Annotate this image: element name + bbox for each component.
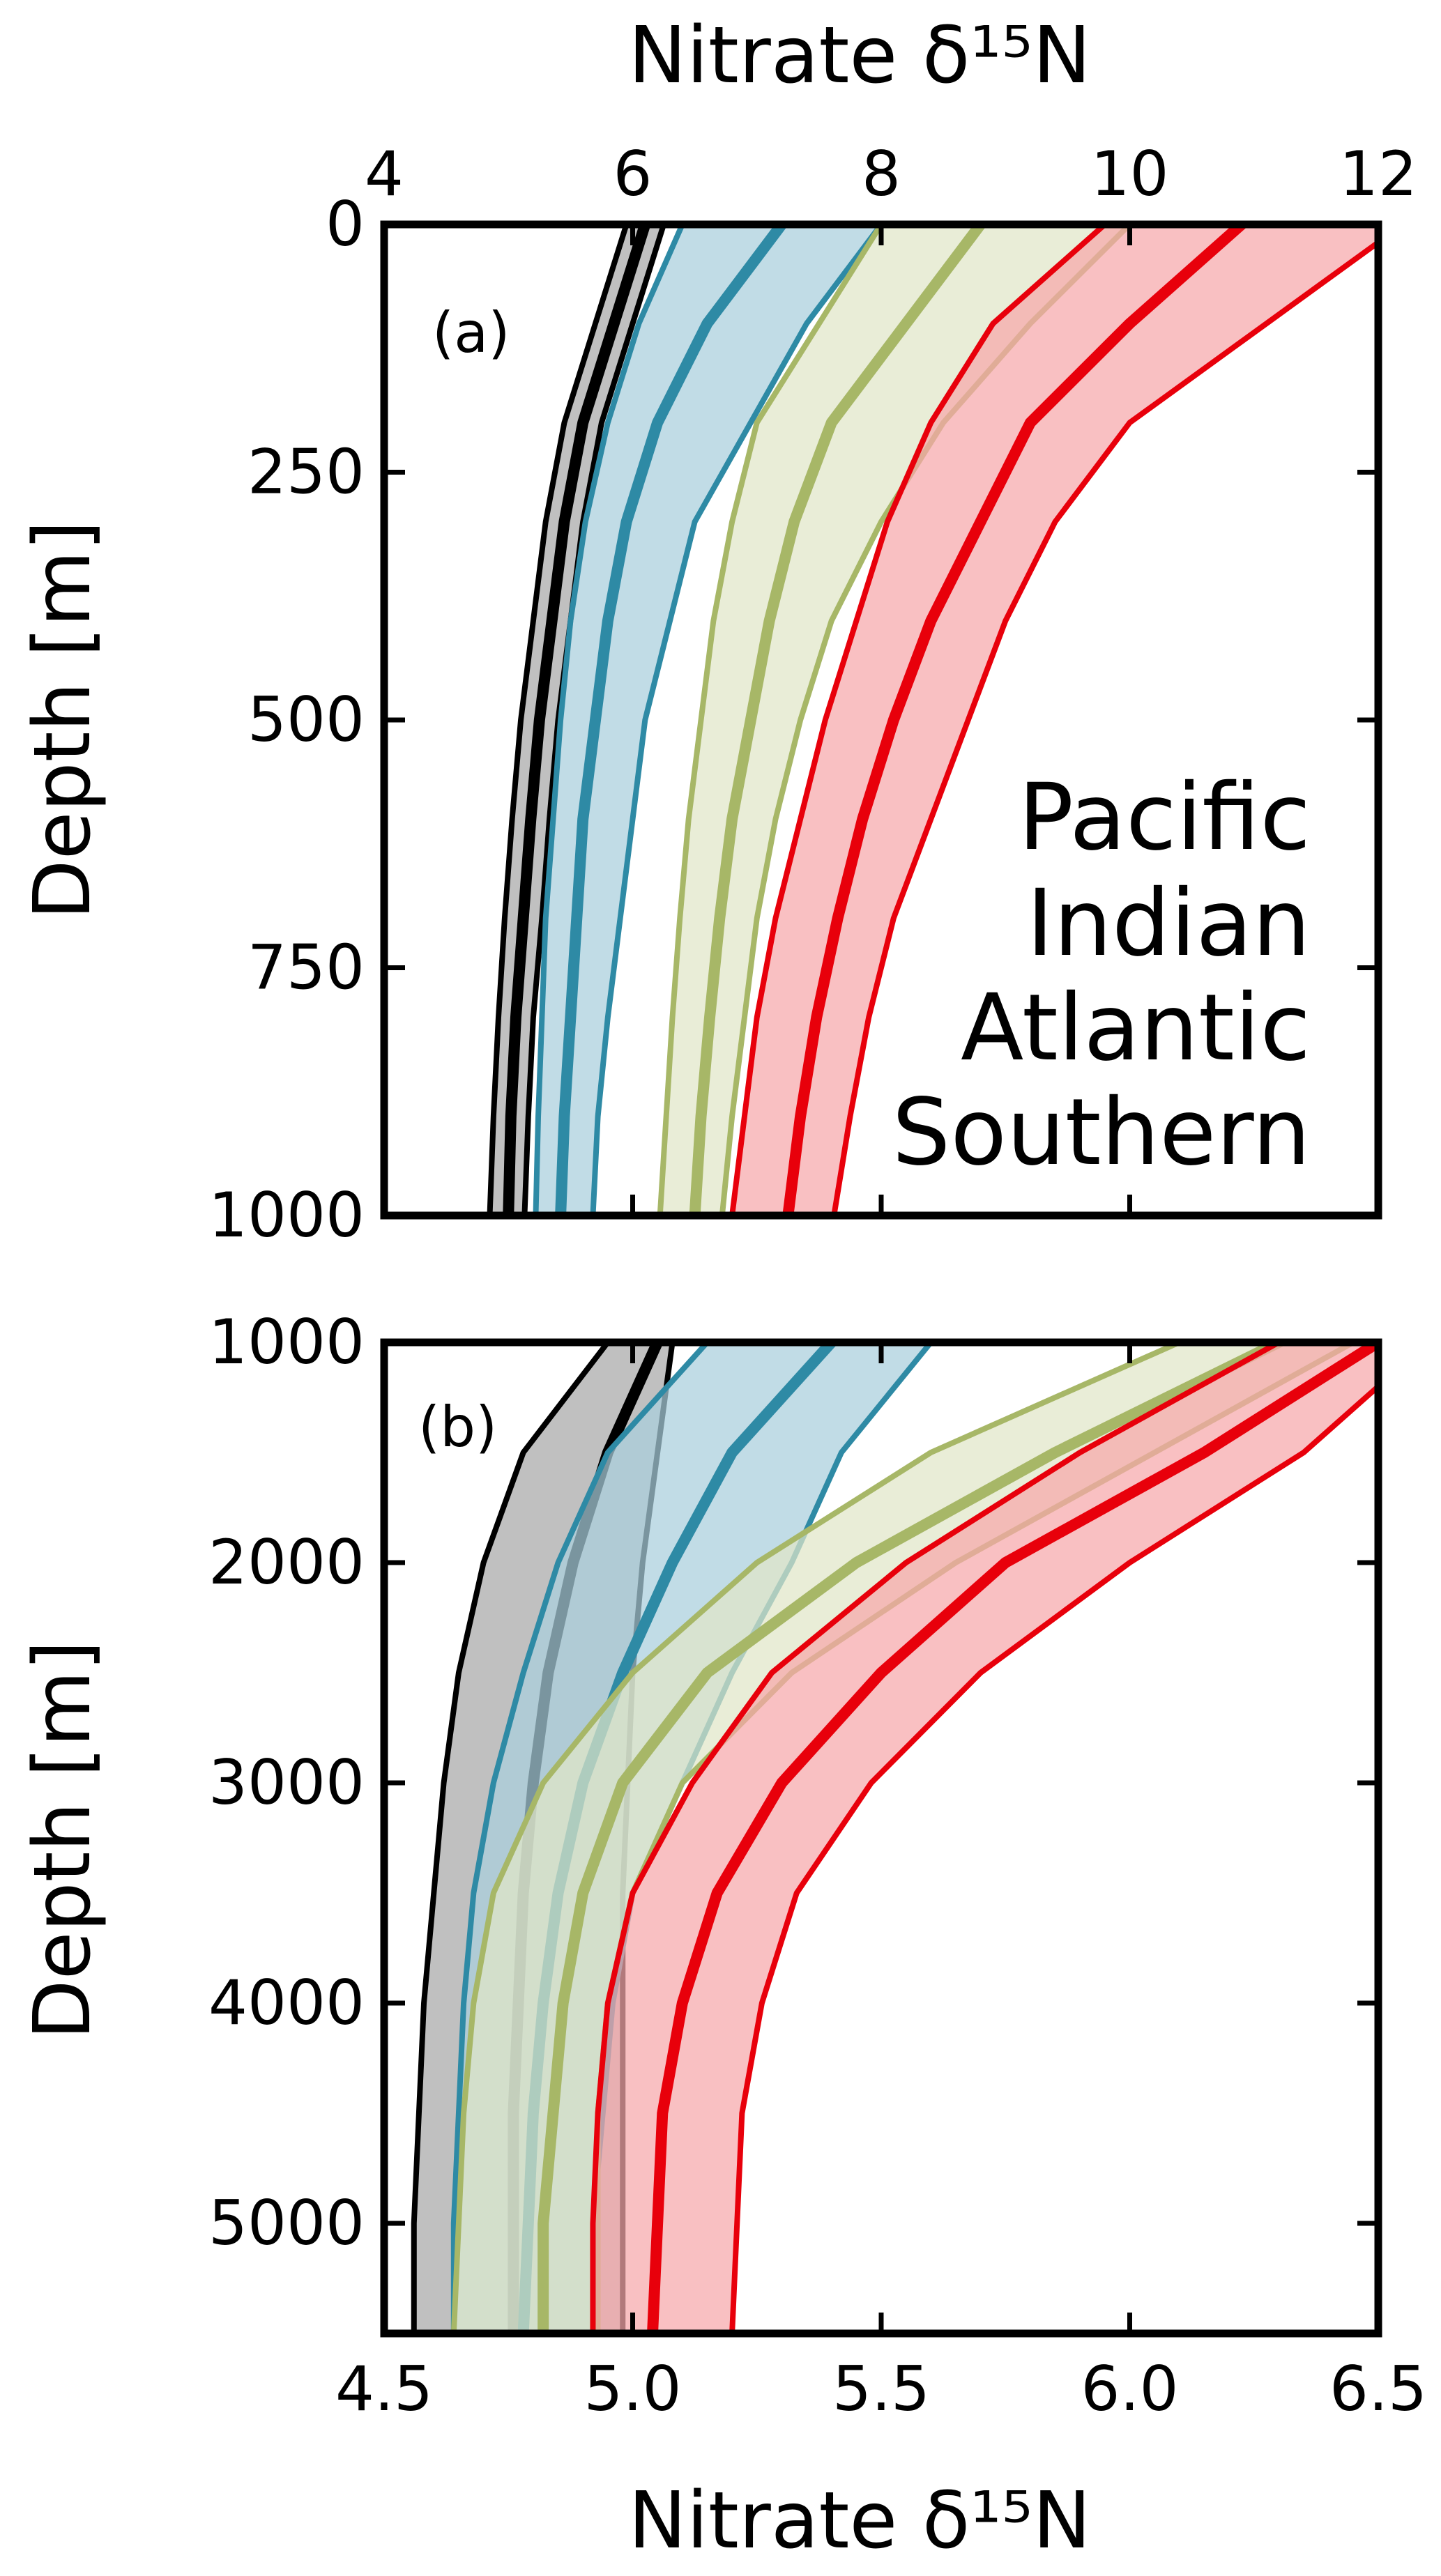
panel-b-label: (b) [418, 1395, 497, 1459]
y-tick-label-a: 750 [247, 932, 365, 1004]
indian-mean-line-b [537, 1342, 1285, 2333]
panel-b-plot-area [411, 1342, 1378, 2333]
y-tick-label-b: 1000 [208, 1306, 365, 1378]
legend-pacific: Pacific [1018, 764, 1311, 871]
atlantic-lower-line-a [533, 224, 685, 1216]
indian-band-a [659, 224, 1130, 1216]
x-tick-label-b: 6.5 [1329, 2353, 1427, 2425]
y-tick-label-b: 4000 [208, 1967, 365, 2039]
panel-b-frame [380, 1338, 1382, 2338]
pacific-mean-line-a [782, 224, 1247, 1216]
series-pacific-b [590, 1342, 1378, 2333]
y-tick-label-b: 2000 [208, 1526, 365, 1598]
y-tick-label-a: 500 [247, 684, 365, 756]
y-tick-label-b: 5000 [208, 2187, 365, 2259]
atlantic-lower-line-b [450, 1342, 710, 2333]
x-tick-label-a: 12 [1339, 138, 1417, 210]
panel-a: 4 6 8 10 12 0 250 500 750 1000 (a) Depth [m] Paci… [17, 138, 1417, 1251]
pacific-upper-line-a [831, 238, 1378, 1216]
legend-indian: Indian [1026, 870, 1311, 977]
indian-mean-line-a [689, 224, 986, 1216]
legend: Pacific Indian Atlantic Southern [892, 764, 1311, 1186]
x-tick-label-b: 4.5 [335, 2353, 433, 2425]
southern-lower-line-a [487, 224, 630, 1216]
legend-southern: Southern [892, 1079, 1311, 1186]
legend-atlantic: Atlantic [961, 974, 1311, 1082]
x-tick-label-a: 10 [1091, 138, 1169, 210]
southern-lower-line-b [411, 1342, 611, 2333]
atlantic-band-a [535, 224, 881, 1216]
y-axis-title-a: Depth [m] [17, 520, 108, 919]
x-tick-label-b: 5.0 [584, 2353, 682, 2425]
x-tick-label-a: 6 [613, 138, 653, 210]
panel-a-plot-area [487, 224, 1378, 1216]
pacific-mean-line-b [647, 1342, 1378, 2333]
x-tick-label-a: 4 [365, 138, 404, 210]
y-tick-label-a: 0 [326, 188, 365, 260]
pacific-upper-line-b [729, 1382, 1378, 2333]
atlantic-mean-line-a [555, 224, 788, 1216]
x-tick-label-a: 8 [862, 138, 901, 210]
indian-lower-line-b [450, 1342, 1182, 2333]
x-tick-label-b: 5.5 [832, 2353, 930, 2425]
panel-a-ticks: 4 6 8 10 12 0 250 500 750 1000 [208, 138, 1417, 1251]
panel-a-frame [380, 220, 1382, 1220]
pacific-lower-line-b [590, 1342, 1282, 2333]
y-tick-label-a: 250 [247, 436, 365, 508]
bottom-axis-title: Nitrate δ¹⁵N [628, 2476, 1091, 2566]
southern-mean-line-a [503, 224, 651, 1216]
indian-lower-line-a [657, 224, 884, 1216]
x-tick-label-b: 6.0 [1081, 2353, 1179, 2425]
series-atlantic-a [533, 224, 884, 1216]
y-tick-label-b: 3000 [208, 1747, 365, 1818]
y-tick-label-a: 1000 [208, 1179, 365, 1251]
panel-a-label: (a) [432, 300, 510, 365]
series-pacific-a [729, 224, 1378, 1216]
y-axis-title-b: Depth [m] [17, 1640, 108, 2039]
pacific-lower-line-a [729, 224, 1108, 1216]
southern-band-a [489, 224, 664, 1216]
top-axis-title: Nitrate δ¹⁵N [628, 10, 1091, 101]
atlantic-upper-line-a [590, 224, 884, 1216]
